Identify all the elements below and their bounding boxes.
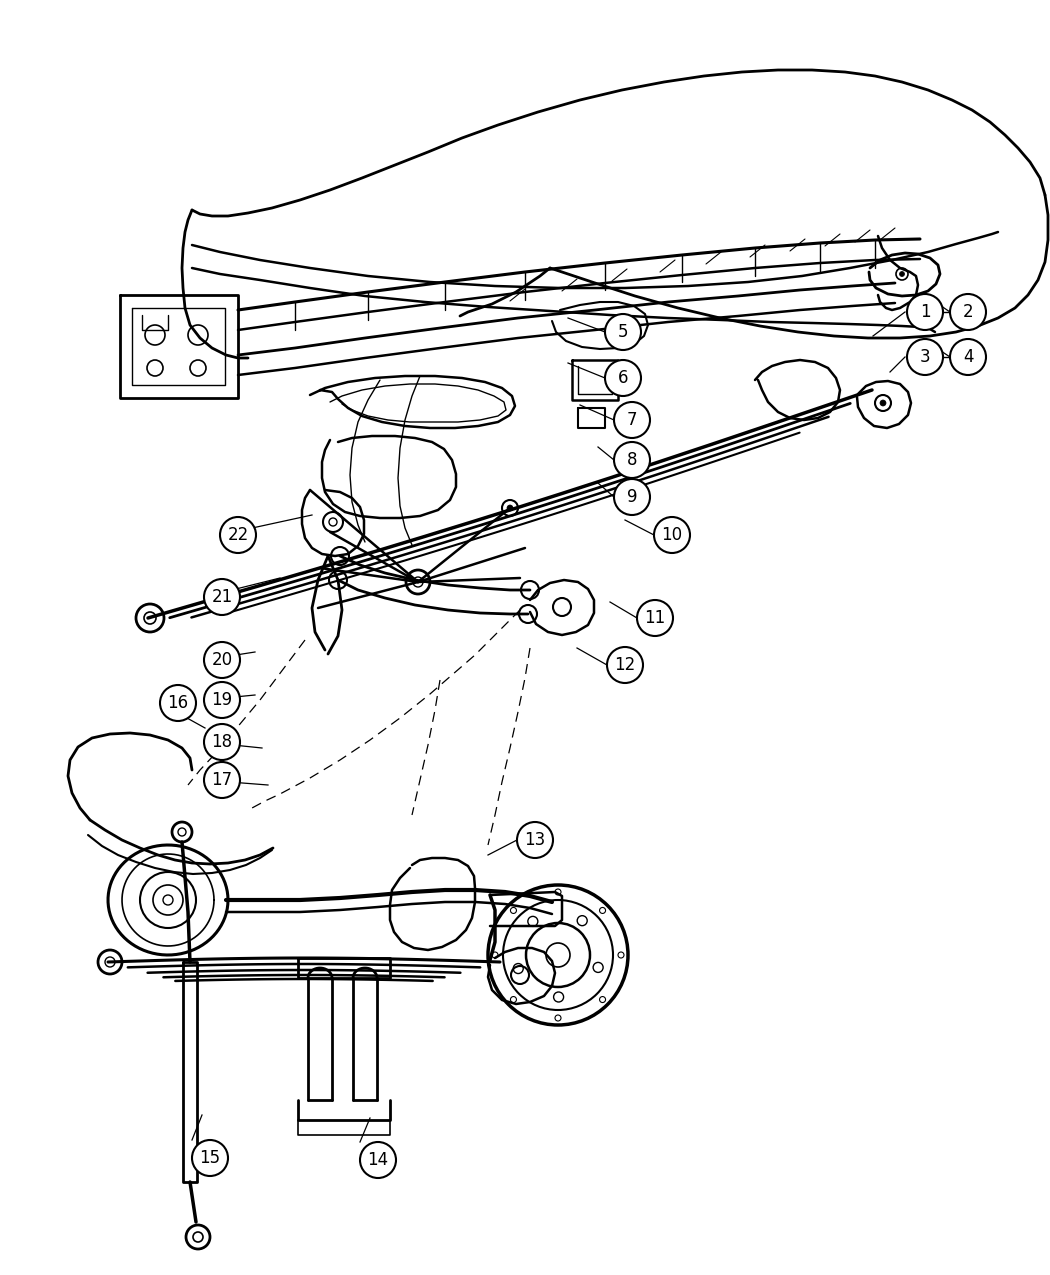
Circle shape xyxy=(654,516,690,553)
Circle shape xyxy=(204,579,240,615)
Circle shape xyxy=(507,505,513,511)
Circle shape xyxy=(907,339,943,375)
Text: 4: 4 xyxy=(963,348,973,366)
Circle shape xyxy=(950,339,986,375)
Text: 20: 20 xyxy=(211,652,232,669)
Circle shape xyxy=(614,479,650,515)
Text: 15: 15 xyxy=(200,1149,220,1167)
Text: 22: 22 xyxy=(228,527,249,544)
Circle shape xyxy=(220,516,256,553)
Circle shape xyxy=(360,1142,396,1178)
Text: 13: 13 xyxy=(524,831,546,849)
Text: 9: 9 xyxy=(627,488,637,506)
Text: 16: 16 xyxy=(167,694,189,711)
Circle shape xyxy=(192,1140,228,1176)
Text: 10: 10 xyxy=(662,527,682,544)
Text: 7: 7 xyxy=(627,411,637,428)
Text: 2: 2 xyxy=(963,303,973,321)
Circle shape xyxy=(880,400,886,405)
Text: 21: 21 xyxy=(211,588,233,606)
Text: 1: 1 xyxy=(920,303,930,321)
Circle shape xyxy=(907,295,943,330)
Circle shape xyxy=(204,643,240,678)
Circle shape xyxy=(605,314,640,351)
Circle shape xyxy=(605,360,640,397)
Circle shape xyxy=(637,601,673,636)
Text: 19: 19 xyxy=(211,691,232,709)
Circle shape xyxy=(517,822,553,858)
Circle shape xyxy=(614,402,650,439)
Text: 11: 11 xyxy=(645,609,666,627)
Text: 14: 14 xyxy=(368,1151,388,1169)
Text: 8: 8 xyxy=(627,451,637,469)
Text: 6: 6 xyxy=(617,368,628,388)
Circle shape xyxy=(160,685,196,720)
Circle shape xyxy=(614,442,650,478)
Text: 5: 5 xyxy=(617,323,628,340)
Text: 12: 12 xyxy=(614,657,635,674)
Circle shape xyxy=(607,646,643,683)
Circle shape xyxy=(204,724,240,760)
Text: 3: 3 xyxy=(920,348,930,366)
Text: 18: 18 xyxy=(211,733,232,751)
Circle shape xyxy=(950,295,986,330)
Circle shape xyxy=(900,272,904,277)
Circle shape xyxy=(204,682,240,718)
Circle shape xyxy=(204,762,240,798)
Text: 17: 17 xyxy=(211,771,232,789)
